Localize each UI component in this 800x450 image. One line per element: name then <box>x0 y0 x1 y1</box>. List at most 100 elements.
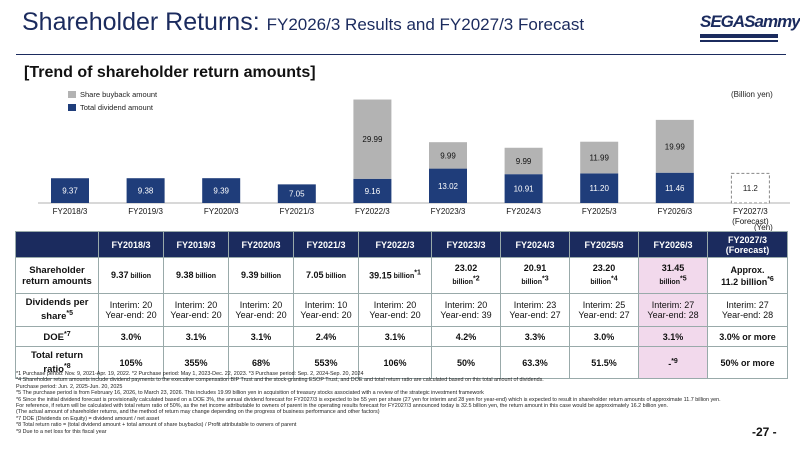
legend-swatch-buyback <box>68 91 76 98</box>
bar-dividend <box>504 174 543 203</box>
logo-text: SEGASammy <box>700 12 800 31</box>
row-label: DOE*7 <box>15 326 99 347</box>
cell-value: 9.37 <box>110 269 129 280</box>
bar-dividend <box>353 178 392 203</box>
cell-unit: billion*5 <box>659 275 687 287</box>
section-title: [Trend of shareholder return amounts] <box>24 64 316 81</box>
company-logo: SEGASammy <box>700 12 800 46</box>
table-cell: 3.1% <box>358 326 432 347</box>
table-row: Dividends per share*5 Interim: 20 Year-end:… <box>15 293 788 327</box>
page-title-sub: FY2026/3 Results and FY2027/3 Forecast <box>266 15 585 34</box>
bar-dividend-forecast <box>730 172 770 204</box>
table-cell: 355% <box>163 346 229 379</box>
bar-buyback <box>504 147 543 175</box>
bar-dividend <box>277 184 316 203</box>
cell-value: Approx. 11.2 billion*6 <box>721 264 774 287</box>
cell-value: 2.4% <box>315 331 337 342</box>
bar-dividend <box>126 178 165 203</box>
table-cell: 9.39 billion <box>228 257 294 294</box>
table-cell: 3.0% <box>569 326 639 347</box>
row-label: Dividends per share*5 <box>15 293 99 327</box>
table-cell: 20.91 billion*3 <box>500 257 570 294</box>
table-cell: Interim: 25 Year-end: 27 <box>569 293 639 327</box>
cell-value: 3.3% <box>524 331 546 342</box>
cell-value: 355% <box>184 357 208 368</box>
chart-unit-label: (Billion yen) <box>731 90 773 99</box>
table-cell: 2.4% <box>293 326 359 347</box>
logo-bar <box>700 34 778 38</box>
cell-value: 68% <box>251 357 270 368</box>
x-tick-label: FY2025/3 <box>582 207 617 216</box>
cell-value: 23.20 <box>592 262 616 273</box>
table-header-cell: FY2022/3 <box>358 231 432 258</box>
table-cell: 50% or more <box>707 346 788 379</box>
table-cell: Interim: 20 Year-end: 20 <box>98 293 164 327</box>
data-label-buyback: 11.99 <box>589 154 609 163</box>
bar-dividend <box>202 178 241 203</box>
footnote-line: *9 Due to a net loss for this fiscal yea… <box>16 428 107 435</box>
table-header-cell: FY2019/3 <box>163 231 229 258</box>
table-cell: Interim: 27 Year-end: 28 <box>707 293 788 327</box>
cell-value: 31.45 <box>661 262 685 273</box>
table-cell: 3.1% <box>163 326 229 347</box>
cell-value: 9.39 <box>240 269 259 280</box>
table-cell: 7.05 billion <box>293 257 359 294</box>
cell-unit: billion*3 <box>521 275 549 287</box>
cell-value: 7.05 <box>305 269 324 280</box>
cell-value: 3.1% <box>384 331 406 342</box>
table-header-cell: FY2025/3 <box>569 231 639 258</box>
table-row: DOE*7 3.0% 3.1% 3.1% 2.4% 3.1% 4.2% 3.3% 3.0% 3.1… <box>15 326 788 347</box>
data-label-buyback: 29.99 <box>362 135 383 144</box>
table-cell: 3.0% <box>98 326 164 347</box>
data-label-dividend: 10.91 <box>514 185 535 194</box>
page-title-main: Shareholder Returns: <box>22 8 267 36</box>
page-number: -27 - <box>752 425 777 439</box>
bar-dividend <box>655 172 694 203</box>
table-cell: Interim: 20 Year-end: 39 <box>431 293 501 327</box>
chart-legend: Share buyback amount Total dividend amou… <box>68 88 157 114</box>
footnote-line: *7 DOE (Dividends on Equity) = dividend … <box>16 415 160 422</box>
x-tick-label: FY2027/3 <box>733 207 768 216</box>
table-cell: 68% <box>228 346 294 379</box>
table-cell: Interim: 20 Year-end: 20 <box>228 293 294 327</box>
table-header-cell: FY2026/3 <box>638 231 708 258</box>
cell-value: 20.91 <box>523 262 547 273</box>
cell-value: -*9 <box>668 357 678 369</box>
legend-label-buyback: Share buyback amount <box>80 90 158 99</box>
footnote-marker: *3 <box>541 275 549 283</box>
data-label-dividend: 9.37 <box>62 187 78 196</box>
cell-value: 39.15 <box>369 270 392 281</box>
cell-unit: billion <box>128 272 152 280</box>
table-header-cell: FY2018/3 <box>98 231 164 258</box>
table-header-cell: FY2020/3 <box>228 231 294 258</box>
table-cell: 31.45 billion*5 <box>638 257 708 294</box>
cell-value: 3.1% <box>250 331 272 342</box>
cell-value: 105% <box>119 357 143 368</box>
logo-bar-thin <box>700 40 778 42</box>
table-cell: 3.3% <box>500 326 570 347</box>
data-label-dividend: 7.05 <box>289 190 305 199</box>
cell-unit: billion*1 <box>391 269 421 281</box>
title-divider <box>16 54 786 55</box>
table-cell: Interim: 27 Year-end: 28 <box>638 293 708 327</box>
legend-item-dividend: Total dividend amount <box>68 101 157 114</box>
table-cell: 4.2% <box>431 326 501 347</box>
footnotes: *1 Purchase period: Nov. 9, 2021-Apr. 19… <box>16 371 776 435</box>
table-corner-cell <box>15 231 99 258</box>
bar-buyback <box>353 99 392 179</box>
row-label: Total return ratio*8 <box>15 346 99 379</box>
legend-label-dividend: Total dividend amount <box>80 103 153 112</box>
footnote-line: (The actual amount of shareholder return… <box>16 409 380 416</box>
table-header-cell: FY2024/3 <box>500 231 570 258</box>
cell-unit: billion <box>193 272 217 280</box>
footnote-marker: *1 <box>414 269 421 277</box>
data-label-dividend: 11.46 <box>665 184 685 193</box>
table-cell: 23.20 billion*4 <box>569 257 639 294</box>
table-header-cell: FY2027/3 (Forecast) <box>707 231 788 258</box>
x-tick-label: FY2022/3 <box>355 207 390 216</box>
cell-value: 553% <box>314 357 338 368</box>
footnote-marker: *5 <box>679 275 687 283</box>
cell-unit: billion <box>323 272 347 280</box>
cell-value: 3.1% <box>185 331 207 342</box>
footnote-marker: *5 <box>66 310 73 318</box>
